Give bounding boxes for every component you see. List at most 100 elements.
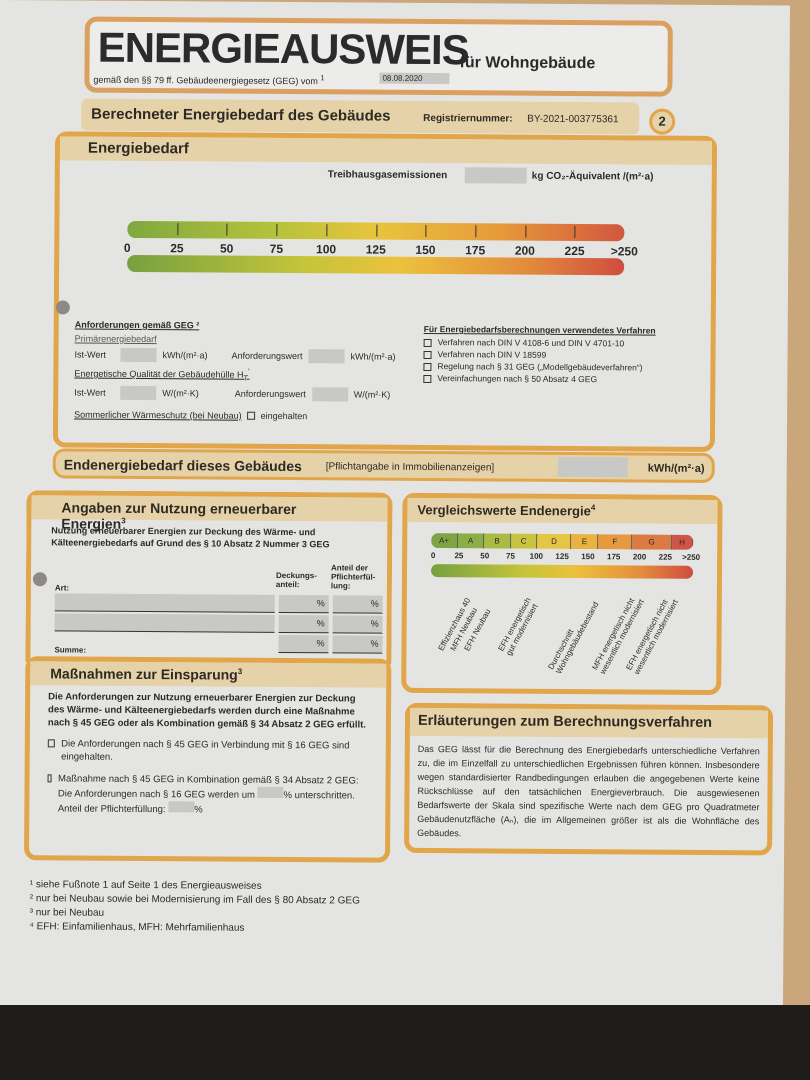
- compare-header: Vergleichswerte Endenergie4: [407, 497, 718, 525]
- quality-anf-field: [311, 386, 348, 402]
- method-item: Verfahren nach DIN V 4108-6 und DIN V 47…: [423, 337, 656, 349]
- compare-scale-label: 225: [658, 552, 673, 562]
- law-sup: 1: [320, 73, 325, 83]
- percent-field: %: [278, 614, 329, 634]
- compare-scale-label: 200: [632, 552, 647, 562]
- percent: %: [283, 789, 293, 802]
- scale-tick: [326, 224, 328, 237]
- method-label: Verfahren nach DIN V 4108-6 und DIN V 47…: [437, 337, 625, 349]
- col-art: Art:: [54, 583, 70, 593]
- class-bar: A+ A B C D E F G H: [431, 533, 694, 550]
- scale-label: 75: [269, 241, 284, 256]
- unit: kWh/(m²·a): [350, 351, 396, 362]
- unit: W/(m²·K): [353, 389, 391, 400]
- scale-tick: [475, 225, 477, 238]
- energiebedarf-header: Energiebedarf: [59, 136, 713, 165]
- method-checkbox[interactable]: [423, 350, 432, 359]
- primary-row: Ist-Wert kWh/(m²·a) Anforderungswert kWh/(…: [74, 347, 414, 364]
- compare-box: Vergleichswerte Endenergie4 A+ A B C D E F G H 0…: [401, 492, 723, 696]
- scale-tick: [425, 224, 427, 237]
- percent-field: [168, 801, 195, 813]
- scale-tick: [177, 223, 179, 236]
- unit: W/(m²·K): [162, 387, 199, 399]
- quality-label: Energetische Qualität der Gebäudehülle H…: [74, 366, 414, 384]
- compare-scale-label: 150: [581, 552, 595, 562]
- unit: kWh/(m²·a): [162, 350, 208, 361]
- art-field: [54, 593, 275, 613]
- explain-header: Erläuterungen zum Berechnungsverfahren: [409, 707, 769, 739]
- scale-label: 100: [316, 242, 337, 257]
- percent-field: %: [332, 595, 383, 614]
- title-box: ENERGIEAUSWEIS für Wohngebäude gemäß den…: [84, 16, 673, 97]
- page-number: 2: [658, 113, 666, 129]
- footnotes: ¹ siehe Fußnote 1 auf Seite 1 des Energi…: [29, 878, 360, 936]
- compare-gradient-bar: [430, 564, 694, 579]
- section-header: Berechneter Energiebedarf des Gebäudes R…: [81, 98, 640, 135]
- endenergie-bar: Endenergiebedarf dieses Gebäudes [Pflich…: [52, 448, 715, 484]
- measures-sup: 3: [237, 667, 243, 677]
- sum-label: Summe:: [54, 645, 87, 655]
- energiebedarf-title: Energiebedarf: [87, 139, 189, 158]
- option-checkbox[interactable]: [47, 774, 53, 783]
- summer-checkbox[interactable]: [246, 412, 255, 421]
- scale-label: 200: [514, 243, 535, 258]
- energy-class-8: H: [671, 534, 694, 550]
- anf-label: Anforderungswert: [231, 350, 303, 362]
- percent-field: %: [332, 635, 383, 654]
- scale-label: 0: [123, 240, 131, 255]
- scale-label: 225: [564, 243, 585, 259]
- methods-title: Für Energiebedarfsberechnungen verwendet…: [423, 323, 656, 336]
- option-checkbox[interactable]: [47, 739, 56, 748]
- scale-tick: [375, 224, 377, 237]
- endenergie-title: Endenergiebedarf dieses Gebäudes: [63, 456, 302, 475]
- percent-field: %: [332, 615, 383, 634]
- scale-tick: [524, 225, 527, 238]
- option-label: Maßnahme nach § 45 GEG in Kombination ge…: [58, 772, 368, 817]
- method-item: Verfahren nach DIN V 18599: [423, 349, 656, 361]
- endenergie-note: [Pflichtangabe in Immobilienanzeigen]: [325, 461, 495, 474]
- compare-scale-label: 125: [555, 551, 569, 561]
- measures-box: Maßnahmen zur Einsparung3 Die Anforderun…: [23, 656, 392, 863]
- req-title: Anforderungen gemäß GEG ²: [74, 319, 200, 331]
- table-edge: [0, 1005, 810, 1080]
- quality-row: Ist-Wert W/(m²·K) Anforderungswert W/(m²·K…: [74, 385, 414, 402]
- energy-class-4: D: [537, 533, 572, 550]
- law-text: gemäß den §§ 79 ff. Gebäudeenergiegesetz…: [93, 74, 321, 87]
- renewable-header: Angaben zur Nutzung erneuerbarer Energie…: [31, 495, 388, 532]
- summer-cb-label: eingehalten: [260, 410, 308, 421]
- energy-class-6: F: [598, 534, 633, 550]
- energiebedarf-box: Energiebedarf Treibhausgasemissionen kg …: [52, 131, 718, 453]
- ghg-unit: kg CO₂-Äquivalent /(m²·a): [531, 170, 654, 183]
- compare-scale-label: 0: [430, 551, 436, 561]
- scale-label: 25: [170, 241, 184, 256]
- methods: Für Energiebedarfsberechnungen verwendet…: [423, 323, 656, 385]
- measures-title: Maßnahmen zur Einsparung: [50, 665, 238, 683]
- scale-label: >250: [610, 244, 638, 259]
- summer-label: Sommerlicher Wärmeschutz (bei Neubau): [74, 409, 242, 421]
- method-checkbox[interactable]: [423, 338, 432, 347]
- title: ENERGIEAUSWEIS: [97, 23, 469, 74]
- footnote: ⁴ EFH: Einfamilienhaus, MFH: Mehrfamilie…: [29, 921, 245, 934]
- percent-field: [257, 786, 284, 798]
- method-checkbox[interactable]: [423, 362, 432, 371]
- explain-text: Das GEG lässt für die Berechnung des Ene…: [417, 743, 760, 839]
- date-field: 08.08.2020: [379, 72, 450, 85]
- option-label: Die Anforderungen nach § 45 GEG in Verbi…: [61, 738, 350, 763]
- date-value: 08.08.2020: [382, 73, 423, 83]
- quality-sup: ': [248, 366, 250, 376]
- method-checkbox[interactable]: [423, 374, 432, 383]
- section-title: Berechneter Energiebedarf des Gebäudes: [91, 105, 391, 125]
- punch-hole: [32, 572, 48, 587]
- method-label: Vereinfachungen nach § 50 Absatz 4 GEG: [437, 373, 598, 385]
- method-label: Regelung nach § 31 GEG („Modellgebäudeve…: [437, 361, 643, 373]
- percent: %: [370, 638, 379, 649]
- energy-class-7: G: [632, 534, 672, 550]
- quality-ist-field: [120, 385, 157, 400]
- compare-scale-label: 75: [506, 551, 516, 561]
- primary-ist-field: [120, 347, 157, 363]
- scale-tick: [574, 226, 576, 239]
- ghg-value-field: [464, 167, 527, 184]
- percent: %: [316, 638, 325, 649]
- explain-title: Erläuterungen zum Berechnungsverfahren: [417, 712, 713, 731]
- energy-class-5: E: [571, 534, 599, 550]
